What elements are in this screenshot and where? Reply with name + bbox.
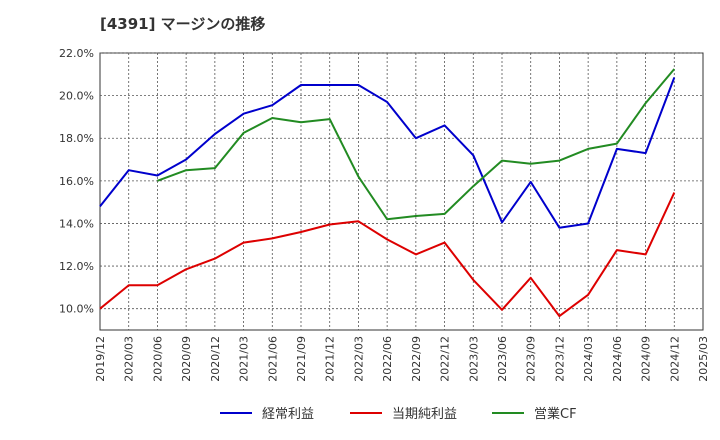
x-tick-label: 2022/12 [439, 336, 452, 382]
series-lines [99, 68, 676, 318]
y-tick-label: 18.0% [59, 132, 94, 145]
x-tick-label: 2020/12 [209, 336, 222, 382]
x-tick-label: 2021/06 [266, 336, 279, 382]
legend-label-0: 経常利益 [262, 407, 314, 422]
plot-area [99, 52, 704, 331]
x-tick-label: 2023/03 [467, 336, 480, 382]
y-tick-label: 10.0% [59, 303, 94, 316]
x-tick-label: 2022/03 [352, 336, 365, 382]
chart-title: [4391] マージンの推移 [100, 15, 266, 33]
x-tick-label: 2024/12 [668, 336, 681, 382]
legend-label-2: 営業CF [534, 406, 577, 422]
x-tick-label: 2023/09 [525, 336, 538, 382]
x-tick-label: 2019/12 [94, 336, 107, 382]
x-tick-label: 2021/09 [295, 336, 308, 382]
x-tick-label: 2021/12 [324, 336, 337, 382]
y-tick-label: 12.0% [59, 260, 94, 273]
x-axis-ticks: 2019/12 2020/03 2020/06 2020/09 2020/12 2021/… [94, 336, 710, 382]
y-tick-label: 16.0% [59, 175, 94, 188]
legend-label-1: 当期純利益 [392, 407, 457, 422]
x-tick-label: 2020/03 [123, 336, 136, 382]
x-tick-label: 2020/06 [151, 336, 164, 382]
x-tick-label: 2021/03 [238, 336, 251, 382]
x-tick-label: 2024/06 [611, 336, 624, 382]
y-axis-ticks: 22.0% 20.0% 18.0% 16.0% 14.0% 12.0% 10.0% [59, 47, 94, 316]
legend: 経常利益 当期純利益 営業CF [220, 406, 577, 422]
x-tick-label: 2023/12 [553, 336, 566, 382]
x-tick-label: 2024/09 [640, 336, 653, 382]
series-line-1 [99, 192, 676, 318]
y-tick-label: 22.0% [59, 47, 94, 60]
x-tick-label: 2024/03 [582, 336, 595, 382]
x-tick-label: 2023/06 [496, 336, 509, 382]
series-line-0 [99, 77, 676, 229]
x-tick-label: 2025/03 [697, 336, 710, 382]
series-line-2 [157, 68, 676, 221]
y-tick-label: 20.0% [59, 90, 94, 103]
x-tick-label: 2022/09 [410, 336, 423, 382]
x-tick-label: 2022/06 [381, 336, 394, 382]
grid-lines [100, 52, 703, 330]
x-tick-label: 2020/09 [180, 336, 193, 382]
y-tick-label: 14.0% [59, 217, 94, 230]
